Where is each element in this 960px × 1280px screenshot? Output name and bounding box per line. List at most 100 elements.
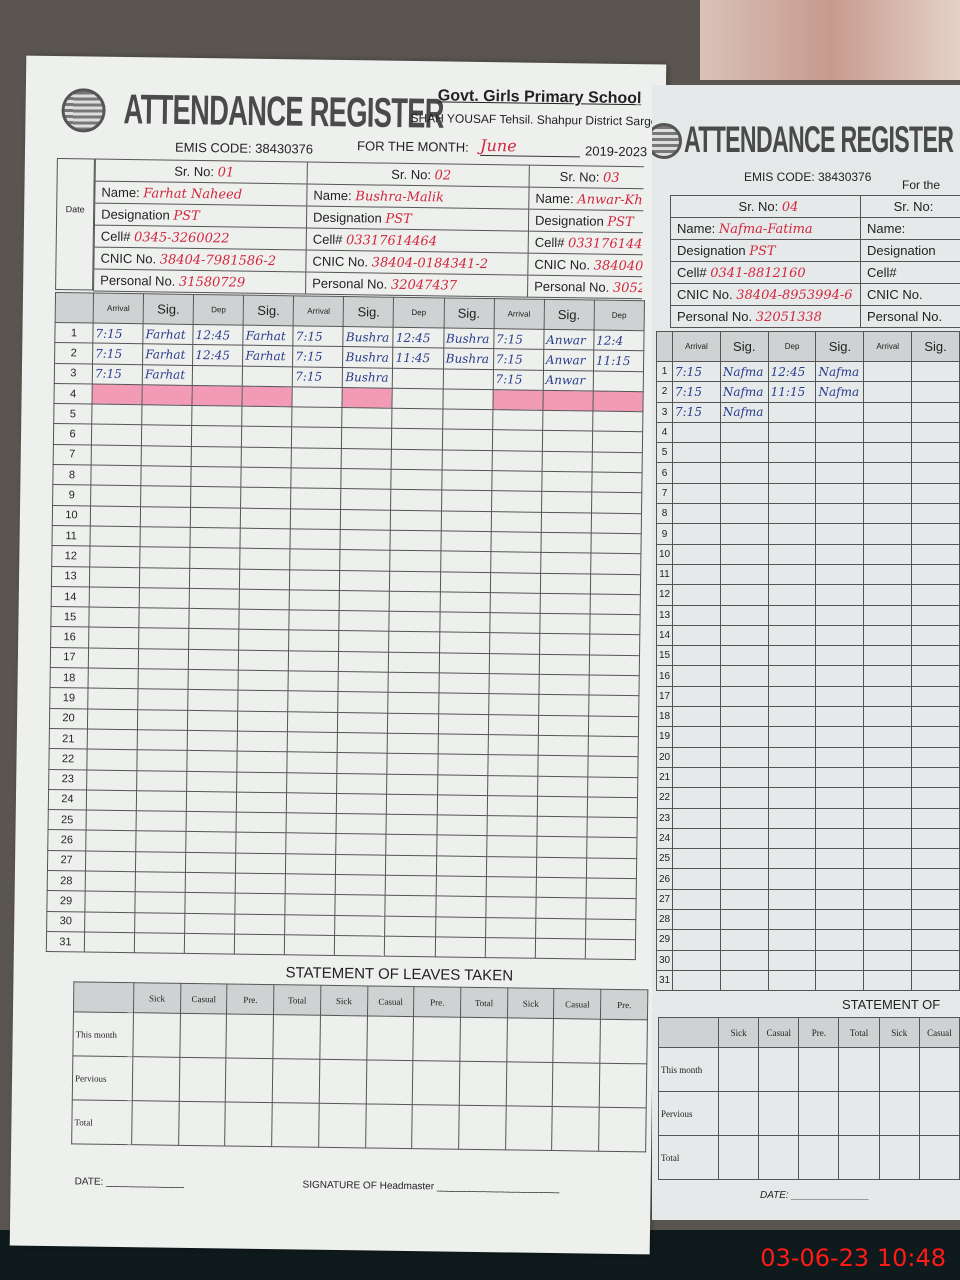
attendance-cell[interactable] [435,875,487,897]
attendance-cell[interactable] [719,482,769,505]
attendance-cell[interactable] [441,449,492,471]
leaves-cell[interactable] [552,1106,600,1152]
attendance-cell[interactable]: 7:15 [672,360,721,383]
attendance-cell[interactable] [239,548,291,570]
attendance-cell[interactable] [439,612,490,634]
attendance-cell[interactable] [539,633,590,655]
leaves-cell[interactable] [552,1062,601,1108]
attendance-cell[interactable] [719,827,769,850]
attendance-cell[interactable]: 7:15 [492,369,544,391]
attendance-cell[interactable] [84,931,135,953]
attendance-cell[interactable] [863,949,913,971]
attendance-cell[interactable] [187,710,238,732]
attendance-cell[interactable] [438,693,489,715]
attendance-cell[interactable] [188,669,239,691]
attendance-cell[interactable] [388,692,439,714]
attendance-cell[interactable]: 11:15 [767,381,817,403]
attendance-cell[interactable]: 7:15 [493,348,544,370]
attendance-cell[interactable] [138,668,189,690]
attendance-cell[interactable] [241,406,293,428]
leaves-cell[interactable] [226,1013,274,1059]
attendance-cell[interactable] [672,848,721,870]
attendance-cell[interactable] [87,688,139,710]
attendance-cell[interactable] [672,645,721,667]
leaves-cell[interactable] [412,1060,460,1106]
attendance-cell[interactable] [440,510,492,532]
leaves-cell[interactable] [798,1047,840,1092]
attendance-cell[interactable] [863,462,913,484]
attendance-cell[interactable] [911,584,960,606]
attendance-cell[interactable] [239,609,290,631]
attendance-cell[interactable] [288,650,339,672]
attendance-cell[interactable] [86,749,138,771]
attendance-cell[interactable] [336,773,388,795]
attendance-cell[interactable] [672,827,721,850]
attendance-cell[interactable]: Farhat [242,345,294,367]
attendance-cell[interactable] [441,470,492,492]
attendance-cell[interactable] [436,794,488,816]
attendance-cell[interactable] [484,937,536,959]
attendance-cell[interactable] [237,690,289,712]
attendance-cell[interactable] [391,428,443,450]
attendance-cell[interactable] [240,528,291,550]
attendance-cell[interactable]: Bushra [342,346,394,368]
attendance-cell[interactable] [589,614,641,636]
attendance-cell[interactable] [535,917,586,939]
leaves-cell[interactable] [918,1135,960,1180]
attendance-cell[interactable] [439,632,490,654]
attendance-cell[interactable] [719,584,769,606]
attendance-cell[interactable] [863,888,913,911]
attendance-cell[interactable] [863,909,913,931]
attendance-cell[interactable] [767,726,817,748]
attendance-cell[interactable] [911,645,960,667]
attendance-cell[interactable] [863,685,913,708]
attendance-cell[interactable] [719,848,769,870]
attendance-cell[interactable] [863,766,913,789]
attendance-cell[interactable] [911,807,960,829]
attendance-cell[interactable] [135,851,186,873]
attendance-cell[interactable] [815,969,865,992]
attendance-cell[interactable] [441,429,493,451]
attendance-cell[interactable] [672,888,721,911]
attendance-cell[interactable] [719,543,769,565]
attendance-cell[interactable] [863,706,913,728]
attendance-cell[interactable] [87,708,138,730]
attendance-cell[interactable] [134,892,186,913]
leaves-cell[interactable] [838,1047,880,1092]
attendance-cell[interactable] [140,506,191,528]
attendance-cell[interactable] [186,811,237,833]
attendance-cell[interactable] [440,530,491,552]
attendance-cell[interactable] [240,487,292,509]
attendance-cell[interactable] [235,873,286,895]
attendance-cell[interactable] [290,528,341,550]
attendance-cell[interactable] [335,854,387,876]
attendance-cell[interactable] [911,563,960,586]
attendance-cell[interactable] [767,624,817,647]
attendance-cell[interactable]: Nafma [815,360,865,383]
attendance-cell[interactable] [435,855,487,877]
attendance-cell[interactable] [187,689,239,711]
attendance-cell[interactable] [87,728,138,750]
attendance-cell[interactable] [539,593,591,615]
attendance-cell[interactable] [441,490,492,512]
attendance-cell[interactable] [385,854,437,876]
attendance-cell[interactable] [672,624,721,647]
attendance-cell[interactable] [89,586,140,608]
attendance-cell[interactable] [90,505,141,527]
attendance-cell[interactable] [237,710,289,732]
attendance-cell[interactable] [672,929,721,951]
attendance-cell[interactable] [387,753,438,775]
attendance-cell[interactable] [141,445,192,467]
attendance-cell[interactable] [392,408,443,430]
attendance-cell[interactable] [672,685,721,708]
leaves-cell[interactable] [132,1012,181,1058]
attendance-cell[interactable] [767,503,817,525]
attendance-cell[interactable] [437,713,489,735]
attendance-cell[interactable] [719,645,769,667]
attendance-cell[interactable] [538,714,589,736]
attendance-cell[interactable] [237,751,288,773]
attendance-cell[interactable] [815,563,865,586]
attendance-cell[interactable] [537,755,588,777]
attendance-cell[interactable] [535,897,586,919]
leaves-cell[interactable] [411,1104,460,1150]
